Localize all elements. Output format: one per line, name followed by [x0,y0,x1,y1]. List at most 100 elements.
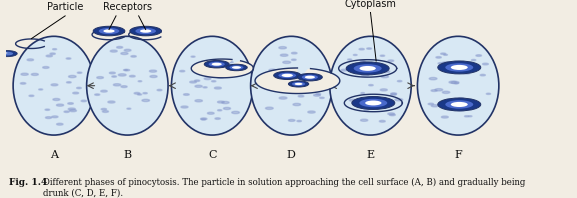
Text: B: B [123,150,132,160]
Circle shape [66,82,71,83]
Circle shape [451,65,468,70]
Circle shape [305,76,315,79]
Circle shape [273,71,301,79]
Circle shape [293,103,301,106]
Circle shape [232,111,239,114]
Text: C: C [208,150,216,160]
Circle shape [124,49,131,51]
Circle shape [93,26,125,36]
Text: Different phases of pinocytosis. The particle in solution approaching the cell s: Different phases of pinocytosis. The par… [43,178,525,197]
Circle shape [46,55,53,57]
Circle shape [157,89,162,91]
Circle shape [53,49,57,50]
Circle shape [121,86,127,88]
Ellipse shape [13,36,95,135]
Circle shape [134,92,140,94]
Circle shape [112,76,117,77]
Circle shape [441,116,448,118]
Circle shape [181,106,188,108]
Circle shape [365,107,371,109]
Circle shape [215,71,222,73]
Circle shape [209,62,225,67]
Circle shape [2,52,8,54]
Circle shape [455,83,459,84]
Circle shape [0,50,17,57]
Circle shape [444,54,447,55]
Circle shape [353,54,357,55]
Circle shape [278,74,283,76]
Circle shape [43,67,49,68]
Circle shape [359,99,387,107]
Circle shape [203,87,207,88]
Ellipse shape [417,36,499,135]
Circle shape [291,69,295,70]
Circle shape [81,100,87,102]
Circle shape [308,75,313,76]
Circle shape [195,100,203,102]
Circle shape [361,119,368,121]
Circle shape [223,107,231,109]
Circle shape [218,110,222,111]
Circle shape [204,64,211,66]
Circle shape [218,101,224,103]
Circle shape [108,101,115,103]
Circle shape [441,69,447,71]
Circle shape [127,108,131,109]
Circle shape [121,52,128,55]
Ellipse shape [250,36,332,135]
Circle shape [291,59,296,60]
Circle shape [361,74,369,76]
Circle shape [97,77,103,79]
Circle shape [69,75,76,78]
Circle shape [380,89,387,91]
Circle shape [125,69,130,71]
Circle shape [361,93,365,94]
Circle shape [295,83,302,85]
Circle shape [354,64,381,73]
Circle shape [391,93,396,95]
Circle shape [31,73,38,75]
Circle shape [101,90,107,92]
Circle shape [150,75,157,78]
Text: D: D [287,150,296,160]
Circle shape [68,108,76,110]
Circle shape [464,116,469,117]
Circle shape [73,92,78,94]
Circle shape [429,77,437,80]
Circle shape [388,60,394,62]
Circle shape [201,119,205,120]
Circle shape [476,55,482,56]
Text: Fig. 1.4: Fig. 1.4 [9,178,47,187]
Circle shape [469,116,472,117]
Ellipse shape [87,36,168,135]
Wedge shape [192,59,253,77]
Circle shape [486,93,490,94]
Circle shape [320,97,324,99]
Circle shape [50,53,55,54]
Circle shape [212,81,216,82]
Circle shape [279,73,296,78]
Circle shape [68,103,73,104]
Circle shape [123,69,128,70]
Circle shape [379,120,385,122]
Circle shape [435,89,443,91]
Circle shape [283,85,290,87]
Circle shape [39,89,43,90]
Circle shape [201,118,207,120]
Circle shape [297,73,323,81]
Circle shape [359,48,364,50]
Circle shape [391,94,396,95]
Circle shape [451,102,468,107]
Circle shape [395,98,403,101]
Circle shape [230,65,243,69]
Circle shape [291,52,297,54]
Text: A: A [50,150,58,160]
Circle shape [361,61,366,62]
Text: F: F [454,150,462,160]
Circle shape [302,75,318,80]
Circle shape [268,88,273,90]
Circle shape [451,81,459,84]
Circle shape [136,28,156,34]
Circle shape [364,109,369,110]
Circle shape [431,90,437,91]
